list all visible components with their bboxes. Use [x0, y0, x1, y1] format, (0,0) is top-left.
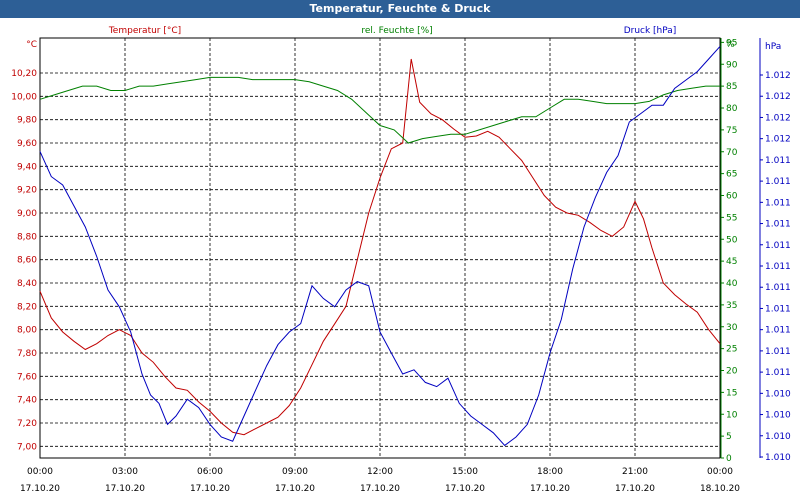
grid: [40, 38, 720, 458]
humidity-tick-label: 90: [726, 60, 738, 70]
pressure-tick-label: 1.011: [765, 326, 791, 336]
humidity-tick-label: 20: [726, 367, 738, 377]
pressure-tick-label: 1.010: [765, 389, 791, 399]
pressure-tick-label: 1.011: [765, 283, 791, 293]
date-tick-label: 17.10.20: [360, 484, 400, 494]
time-tick-label: 00:00: [707, 467, 733, 477]
humidity-tick-label: 95: [726, 38, 737, 48]
pressure-tick-label: 1.012: [765, 92, 791, 102]
pressure-tick-label: 1.011: [765, 156, 791, 166]
date-tick-label: 17.10.20: [275, 484, 315, 494]
humidity-tick-label: 50: [726, 235, 738, 245]
humidity-tick-label: 5: [726, 432, 732, 442]
temp-tick-label: 9,40: [17, 162, 37, 172]
date-tick-label: 17.10.20: [190, 484, 230, 494]
humidity-tick-label: 70: [726, 148, 738, 158]
time-tick-label: 00:00: [27, 467, 53, 477]
time-tick-label: 21:00: [622, 467, 648, 477]
date-tick-label: 17.10.20: [20, 484, 60, 494]
pressure-tick-label: 1.011: [765, 177, 791, 187]
humidity-tick-label: 10: [726, 410, 738, 420]
series-group: [39, 46, 721, 447]
temp-tick-label: 8,20: [17, 302, 37, 312]
humidity-tick-label: 25: [726, 345, 737, 355]
pressure-tick-label: 1.010: [765, 411, 791, 421]
humidity-line: [39, 76, 720, 144]
temp-tick-label: 7,60: [17, 372, 37, 382]
temp-tick-label: 8,80: [17, 232, 37, 242]
temperature-axis: 7,00 7,20 7,40 7,60 7,80 8,00 8,20 8,40 8,60 8,80…: [11, 40, 37, 452]
temp-tick-label: 9,20: [17, 186, 37, 196]
pressure-tick-label: 1.011: [765, 304, 791, 314]
pressure-unit: hPa: [765, 42, 781, 52]
time-tick-label: 18:00: [537, 467, 563, 477]
humidity-tick-label: 0: [726, 454, 732, 464]
pressure-axis: 1.010 1.010 1.010 1.010 1.011 1.011 1.011 1.011…: [759, 38, 791, 463]
temp-tick-label: 9,60: [17, 139, 37, 149]
time-tick-label: 12:00: [367, 467, 393, 477]
date-tick-label: 17.10.20: [105, 484, 145, 494]
humidity-unit: %: [726, 40, 735, 50]
pressure-line: [39, 46, 721, 447]
pressure-tick-label: 1.010: [765, 432, 791, 442]
date-tick-label: 18.10.20: [700, 484, 740, 494]
time-tick-label: 15:00: [452, 467, 478, 477]
humidity-tick-label: 35: [726, 301, 737, 311]
time-tick-label: 09:00: [282, 467, 308, 477]
humidity-tick-label: 30: [726, 323, 738, 333]
humidity-tick-label: 75: [726, 126, 737, 136]
pressure-tick-label: 1.011: [765, 198, 791, 208]
time-tick-label: 06:00: [197, 467, 223, 477]
temp-tick-label: 9,80: [17, 116, 37, 126]
pressure-tick-label: 1.012: [765, 113, 791, 123]
temp-unit: °C: [26, 40, 37, 50]
humidity-tick-label: 40: [726, 279, 738, 289]
date-tick-label: 17.10.20: [615, 484, 655, 494]
temp-tick-label: 7,80: [17, 349, 37, 359]
temp-tick-label: 10,20: [11, 69, 37, 79]
pressure-tick-label: 1.010: [765, 453, 791, 463]
temp-tick-label: 7,00: [17, 442, 37, 452]
temp-tick-label: 9,00: [17, 209, 37, 219]
pressure-tick-label: 1.012: [765, 71, 791, 81]
temp-tick-label: 8,60: [17, 256, 37, 266]
pressure-tick-label: 1.011: [765, 262, 791, 272]
pressure-tick-label: 1.011: [765, 368, 791, 378]
humidity-tick-label: 65: [726, 170, 737, 180]
temp-tick-label: 7,40: [17, 396, 37, 406]
date-tick-label: 17.10.20: [530, 484, 570, 494]
humidity-tick-label: 80: [726, 104, 738, 114]
humidity-tick-label: 55: [726, 213, 737, 223]
humidity-tick-label: 85: [726, 82, 737, 92]
temp-tick-label: 8,40: [17, 279, 37, 289]
temp-tick-label: 7,20: [17, 419, 37, 429]
humidity-tick-label: 60: [726, 192, 738, 202]
date-tick-label: 17.10.20: [445, 484, 485, 494]
chart-title: Temperatur, Feuchte & Druck: [0, 0, 800, 18]
humidity-axis: 0 5 10 15 20 25 30 35 40 45 50 55 60 65 70 75 80 85 90 95%: [720, 38, 738, 464]
pressure-tick-label: 1.011: [765, 220, 791, 230]
pressure-tick-label: 1.011: [765, 241, 791, 251]
time-tick-label: 03:00: [112, 467, 138, 477]
legend-temperature: Temperatur [°C]: [108, 26, 181, 36]
temp-tick-label: 10,00: [11, 92, 37, 102]
humidity-tick-label: 45: [726, 257, 737, 267]
humidity-tick-label: 15: [726, 388, 737, 398]
legend-pressure: Druck [hPa]: [624, 26, 677, 36]
pressure-tick-label: 1.011: [765, 347, 791, 357]
legend-humidity: rel. Feuchte [%]: [361, 26, 432, 36]
temp-tick-label: 8,00: [17, 326, 37, 336]
pressure-tick-label: 1.012: [765, 135, 791, 145]
legend: Temperatur [°C] rel. Feuchte [%] Druck [hP…: [108, 26, 676, 36]
temperature-line: [39, 58, 721, 436]
time-axis: 00:00 17.10.20 03:00 17.10.20 06:00 17.10.20 0…: [20, 467, 740, 494]
